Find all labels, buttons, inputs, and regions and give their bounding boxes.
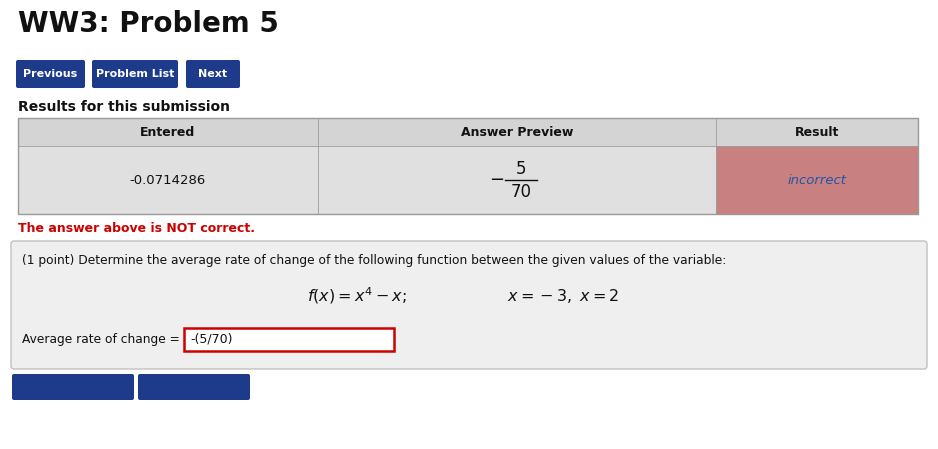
Bar <box>716 146 918 214</box>
FancyBboxPatch shape <box>16 60 85 88</box>
FancyBboxPatch shape <box>92 60 178 88</box>
Text: Entered: Entered <box>141 126 196 138</box>
Bar <box>716 118 918 146</box>
Bar <box>18 118 918 214</box>
Bar <box>318 146 716 214</box>
Bar <box>18 146 318 214</box>
Text: 70: 70 <box>510 183 532 201</box>
FancyBboxPatch shape <box>11 241 927 369</box>
Text: (1 point) Determine the average rate of change of the following function between: (1 point) Determine the average rate of … <box>22 254 726 267</box>
Bar <box>318 118 716 146</box>
Text: Previous: Previous <box>23 69 78 79</box>
Text: Result: Result <box>794 126 840 138</box>
Text: Average rate of change =: Average rate of change = <box>22 333 180 345</box>
FancyBboxPatch shape <box>184 328 394 351</box>
Text: -0.0714286: -0.0714286 <box>129 173 206 186</box>
FancyBboxPatch shape <box>186 60 240 88</box>
Text: −: − <box>489 171 504 189</box>
Text: $x = -3,\ x = 2$: $x = -3,\ x = 2$ <box>507 287 619 305</box>
Text: 5: 5 <box>516 160 526 178</box>
Text: $f(x) = x^4 - x;$: $f(x) = x^4 - x;$ <box>307 286 406 306</box>
FancyBboxPatch shape <box>138 374 250 400</box>
Text: Problem List: Problem List <box>96 69 174 79</box>
Text: -(5/70): -(5/70) <box>190 333 233 346</box>
Text: Results for this submission: Results for this submission <box>18 100 230 114</box>
Text: Answer Preview: Answer Preview <box>461 126 573 138</box>
Text: The answer above is NOT correct.: The answer above is NOT correct. <box>18 222 255 235</box>
Text: WW3: Problem 5: WW3: Problem 5 <box>18 10 279 38</box>
FancyBboxPatch shape <box>12 374 134 400</box>
Bar <box>18 118 318 146</box>
Text: Next: Next <box>199 69 228 79</box>
Text: incorrect: incorrect <box>788 173 846 186</box>
